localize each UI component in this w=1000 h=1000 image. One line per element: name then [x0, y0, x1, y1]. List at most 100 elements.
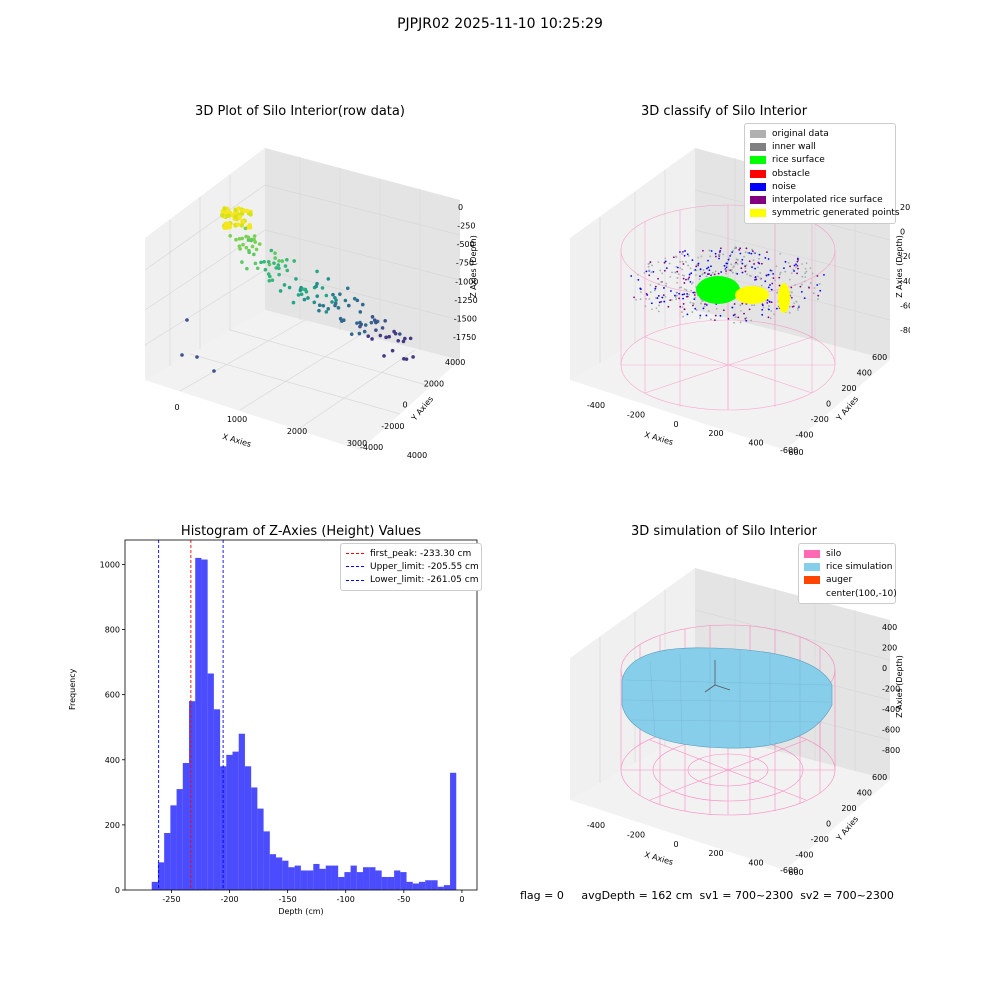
raw-point — [320, 286, 325, 290]
raw-point — [240, 260, 244, 264]
classify-point — [705, 314, 708, 317]
classify-point — [674, 255, 677, 258]
raw-point — [333, 301, 338, 306]
simulation-y-tick: -200 — [811, 835, 829, 844]
histogram-chart: -250 -200 -150 -100 -50 0 0 200 400 600 800 1000 Dep… — [100, 539, 478, 916]
classify-point — [675, 265, 678, 268]
classify-point — [668, 262, 671, 265]
classify-point — [670, 299, 673, 302]
classify-point — [683, 308, 686, 311]
classify-point — [732, 314, 735, 317]
classify-point — [715, 307, 718, 310]
classify-point — [793, 264, 796, 267]
raw-point — [276, 263, 281, 267]
classify-point — [790, 286, 793, 289]
classify-point — [639, 298, 642, 301]
raw-point — [269, 248, 274, 253]
classify-point — [745, 316, 748, 319]
legend-label: silo — [826, 548, 842, 559]
classify-point — [682, 277, 685, 280]
classify-point — [737, 259, 739, 261]
classify-point — [771, 282, 774, 285]
simulation-y-tick: 200 — [841, 804, 856, 813]
classify-point — [754, 276, 757, 278]
classify-z-tick: 200 — [900, 203, 910, 212]
classify-point — [682, 303, 685, 305]
histogram-bar — [431, 880, 438, 890]
classify-point — [692, 304, 694, 307]
classify-point — [687, 264, 690, 267]
legend-entry: original data — [750, 127, 890, 140]
classify-point — [801, 263, 803, 265]
classify-point — [740, 310, 742, 312]
raw-z-tick: -500 — [457, 240, 475, 249]
classify-point — [692, 302, 695, 305]
simulation-x-tick: -400 — [587, 821, 605, 830]
classify-point — [696, 263, 699, 266]
classify-point — [654, 297, 657, 299]
classify-point — [663, 269, 666, 272]
simulation-y-tick: -600 — [780, 866, 798, 875]
classify-point — [686, 253, 689, 256]
classify-point — [778, 284, 781, 287]
classify-point — [736, 262, 739, 265]
histogram-bar — [350, 865, 357, 890]
classify-point — [685, 289, 688, 292]
histogram-frame — [124, 539, 478, 891]
simulation-y-tick: 400 — [857, 789, 872, 798]
classify-point — [769, 317, 772, 320]
raw-point — [366, 334, 371, 338]
histogram-bar — [251, 787, 258, 890]
legend-label: interpolated rice surface — [772, 195, 883, 206]
simulation-y-tick: 0 — [826, 820, 831, 829]
legend-label: obstacle — [772, 168, 810, 179]
classify-point — [743, 255, 745, 258]
classify-point — [805, 270, 808, 273]
classify-point — [665, 284, 667, 287]
classify-point — [699, 314, 702, 317]
raw-point — [355, 298, 360, 303]
classify-point — [764, 280, 767, 283]
classify-point — [761, 304, 764, 307]
classify-point — [753, 263, 755, 265]
classify-point — [735, 261, 738, 264]
classify-point — [759, 277, 762, 280]
classify-point — [775, 307, 778, 310]
classify-point — [665, 282, 668, 285]
raw-point — [374, 320, 378, 325]
histogram-bar — [276, 857, 283, 890]
histogram-y-tick: 200 — [105, 821, 120, 830]
raw-point — [360, 302, 365, 307]
classify-point — [758, 253, 761, 256]
classify-point — [705, 304, 708, 306]
raw-z-tick: -1750 — [453, 333, 476, 342]
classify-point — [770, 270, 773, 273]
histogram-bar — [226, 754, 233, 890]
classify-point — [801, 275, 804, 278]
classify-point — [739, 247, 742, 250]
raw-point — [247, 250, 252, 255]
raw-point — [235, 222, 241, 227]
simulation-legend: silo rice simulation auger center(100,-10) — [798, 543, 897, 605]
raw-point — [299, 292, 304, 297]
raw-point — [226, 222, 232, 227]
classify-point — [722, 253, 725, 256]
raw-point — [370, 315, 375, 319]
raw-3d-plot: 0 1000 2000 3000 4000 4000 2000 0 -2000 -4000 0 -… — [144, 148, 478, 460]
raw-point — [254, 247, 259, 252]
classify-point — [688, 273, 691, 276]
classify-point — [779, 252, 782, 255]
histogram-bar — [369, 867, 376, 890]
raw-point — [246, 235, 251, 240]
classify-point — [783, 267, 785, 270]
classify-point — [746, 251, 749, 254]
classify-x-tick: 0 — [673, 420, 678, 429]
classify-point — [692, 281, 694, 284]
classify-y-tick: -200 — [811, 415, 829, 424]
classify-point — [773, 313, 775, 316]
classify-point — [769, 284, 771, 286]
raw-point — [268, 274, 272, 279]
classify-point — [811, 272, 814, 275]
histogram-x-label: Depth (cm) — [278, 907, 323, 916]
classify-point — [689, 301, 692, 304]
